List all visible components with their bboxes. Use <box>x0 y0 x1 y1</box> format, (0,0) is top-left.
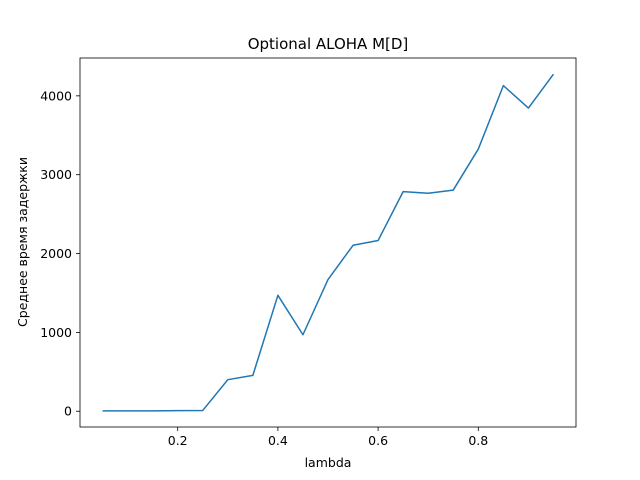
plot-series-layer <box>102 73 555 412</box>
x-axis: 0.2 0.4 0.6 0.8 <box>168 427 488 448</box>
x-tick-label: 0.4 <box>268 433 288 448</box>
y-tick-label: 4000 <box>40 88 72 103</box>
chart-title: Optional ALOHA M[D] <box>248 35 409 53</box>
y-tick-label: 0 <box>64 404 72 419</box>
y-tick-label: 2000 <box>40 246 72 261</box>
x-tick-label: 0.2 <box>168 433 188 448</box>
y-tick-label: 3000 <box>40 167 72 182</box>
y-tick-label: 1000 <box>40 325 72 340</box>
x-tick-label: 0.8 <box>468 433 488 448</box>
plot-frame <box>79 57 577 428</box>
x-tick-label: 0.6 <box>368 433 388 448</box>
x-axis-label: lambda <box>305 455 352 470</box>
series-line-0 <box>102 73 555 412</box>
y-axis-label: Среднее время задержки <box>15 157 30 327</box>
y-axis: 0 1000 2000 3000 4000 <box>40 88 80 419</box>
